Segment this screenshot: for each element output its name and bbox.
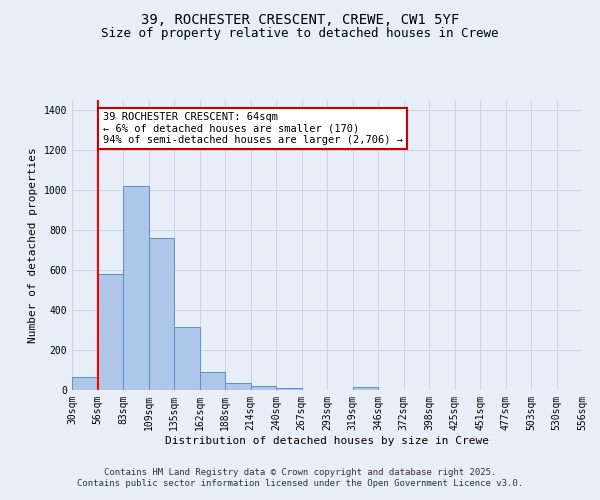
Text: Contains HM Land Registry data © Crown copyright and database right 2025.
Contai: Contains HM Land Registry data © Crown c… <box>77 468 523 487</box>
Text: 39 ROCHESTER CRESCENT: 64sqm
← 6% of detached houses are smaller (170)
94% of se: 39 ROCHESTER CRESCENT: 64sqm ← 6% of det… <box>103 112 403 145</box>
Text: Size of property relative to detached houses in Crewe: Size of property relative to detached ho… <box>101 28 499 40</box>
Bar <box>199 372 225 390</box>
Bar <box>174 327 199 390</box>
Y-axis label: Number of detached properties: Number of detached properties <box>28 147 38 343</box>
Bar <box>276 388 302 390</box>
Bar <box>225 382 251 390</box>
Bar <box>123 186 149 390</box>
Bar <box>353 387 378 390</box>
Text: 39, ROCHESTER CRESCENT, CREWE, CW1 5YF: 39, ROCHESTER CRESCENT, CREWE, CW1 5YF <box>141 12 459 26</box>
Bar <box>72 377 97 390</box>
Bar <box>149 238 174 390</box>
X-axis label: Distribution of detached houses by size in Crewe: Distribution of detached houses by size … <box>165 436 489 446</box>
Bar <box>97 274 123 390</box>
Bar <box>251 386 276 390</box>
